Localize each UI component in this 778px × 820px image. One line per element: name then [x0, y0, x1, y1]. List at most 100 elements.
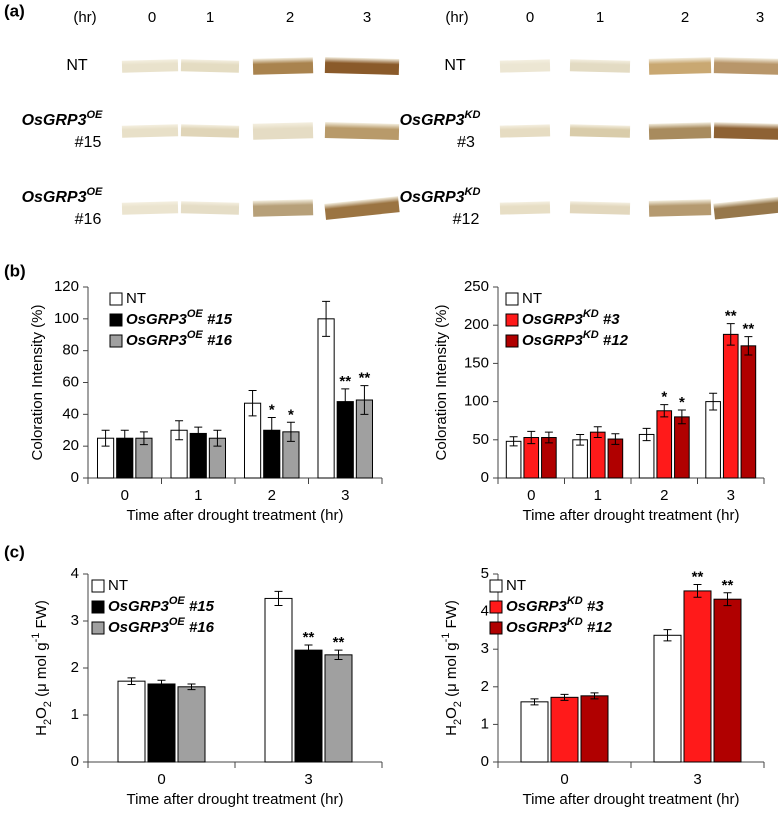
legend-swatch — [91, 600, 105, 614]
x-tick-label: 0 — [121, 487, 129, 504]
legend-name: OsGRP3 — [506, 598, 568, 615]
leaf-photo — [324, 122, 400, 140]
bar — [656, 410, 673, 479]
legend-swatch — [91, 579, 105, 593]
error-bar — [101, 429, 110, 447]
error-bar — [334, 649, 343, 661]
legend-swatch — [109, 313, 123, 327]
significance-label: ** — [303, 629, 315, 646]
row-label-name: OsGRP3 — [22, 189, 87, 206]
leaf-photo — [713, 122, 778, 140]
y-axis-label: Coloration Intensity (%) — [29, 305, 46, 461]
error-bar — [527, 430, 536, 445]
y-tick-label: 250 — [464, 278, 489, 295]
bar — [177, 686, 206, 763]
row-label-sup: OE — [87, 186, 104, 198]
x-tick-label: 2 — [660, 487, 668, 504]
legend-name: OsGRP3 — [506, 619, 568, 636]
y-tick-label: 2 — [481, 678, 489, 695]
time-label: 1 — [596, 9, 604, 26]
y-axis-label: H2O2 (μ mol g-1 FW) — [440, 600, 464, 736]
legend-label: NT — [108, 577, 128, 594]
x-axis-label: Time after drought treatment (hr) — [126, 791, 343, 808]
legend-name: NT — [126, 290, 146, 307]
y-tick-label: 0 — [481, 753, 489, 770]
legend-suffix: #12 — [603, 332, 629, 349]
time-header: (hr) — [73, 9, 96, 26]
legend-name: OsGRP3 — [522, 332, 584, 349]
error-bar — [544, 431, 553, 444]
y-axis-label: H2O2 (μ mol g-1 FW) — [30, 600, 54, 736]
x-tick-label: 2 — [268, 487, 276, 504]
legend-sup: OE — [169, 595, 186, 607]
y-tick-label: 150 — [464, 354, 489, 371]
bar — [722, 333, 739, 479]
x-tick-label: 0 — [157, 771, 165, 788]
error-bar — [611, 433, 620, 445]
leaf-photo — [324, 196, 400, 220]
time-label: 0 — [148, 9, 156, 26]
x-tick-label: 3 — [727, 487, 735, 504]
y-axis-label-part: (μ mol g — [443, 642, 460, 701]
y-axis-label-part: (μ mol g — [33, 642, 50, 701]
y-axis-label-part: FW) — [33, 600, 50, 632]
error-bar — [267, 417, 276, 444]
bar — [117, 680, 146, 763]
legend-swatch — [505, 292, 519, 306]
legend-label: OsGRP3KD #12 — [522, 329, 629, 349]
row-label-suffix: #12 — [453, 211, 480, 228]
leaf-photo — [121, 124, 179, 138]
bar — [705, 401, 721, 479]
leaf-photo — [121, 201, 179, 215]
y-tick-label: 0 — [481, 469, 489, 486]
legend-label: OsGRP3OE #16 — [108, 616, 215, 636]
y-tick-label: 2 — [71, 659, 79, 676]
y-axis-label-part: -1 — [440, 633, 452, 643]
legend-label: OsGRP3OE #15 — [108, 595, 215, 615]
legend-swatch — [505, 334, 519, 348]
legend-label: OsGRP3KD #12 — [506, 616, 613, 636]
error-bar — [304, 644, 313, 656]
legend-swatch — [109, 334, 123, 348]
row-label: NT — [444, 57, 466, 74]
y-tick-label: 120 — [54, 278, 79, 295]
bar — [147, 683, 176, 763]
x-tick-label: 3 — [693, 771, 701, 788]
time-label: 1 — [206, 9, 214, 26]
error-bar — [723, 592, 732, 607]
legend-sup: KD — [583, 329, 599, 341]
leaf-photo — [499, 124, 551, 138]
bar — [580, 695, 609, 763]
leaf-photo — [713, 57, 778, 75]
error-bar — [274, 590, 283, 606]
row-label-name: OsGRP3 — [22, 112, 87, 129]
error-bar — [248, 389, 257, 417]
row-label-name: OsGRP3 — [400, 189, 465, 206]
significance-label: * — [661, 389, 667, 406]
time-label: 3 — [363, 9, 371, 26]
legend-label: OsGRP3OE #15 — [126, 308, 233, 328]
error-bar — [590, 692, 599, 700]
row-label: NT — [66, 57, 88, 74]
legend-name: NT — [522, 290, 542, 307]
row-label: OsGRP3KD — [400, 109, 481, 129]
panel-label: (b) — [4, 261, 26, 280]
error-bar — [194, 426, 203, 441]
legend-label: NT — [126, 290, 146, 307]
y-tick-label: 0 — [71, 469, 79, 486]
leaf-photo — [324, 57, 400, 75]
legend-swatch — [489, 579, 503, 593]
y-tick-label: 50 — [472, 431, 489, 448]
bar — [541, 437, 557, 479]
leaf-photo — [713, 196, 778, 220]
bar — [520, 701, 549, 763]
leaf-photo — [252, 122, 314, 140]
error-bar — [175, 420, 184, 441]
bar — [713, 598, 742, 763]
error-bar — [530, 698, 539, 706]
error-bar — [120, 429, 129, 447]
leaf-photo — [180, 59, 240, 73]
legend-label: OsGRP3KD #3 — [522, 308, 620, 328]
time-header: (hr) — [445, 9, 468, 26]
leaf-photo — [252, 57, 314, 75]
